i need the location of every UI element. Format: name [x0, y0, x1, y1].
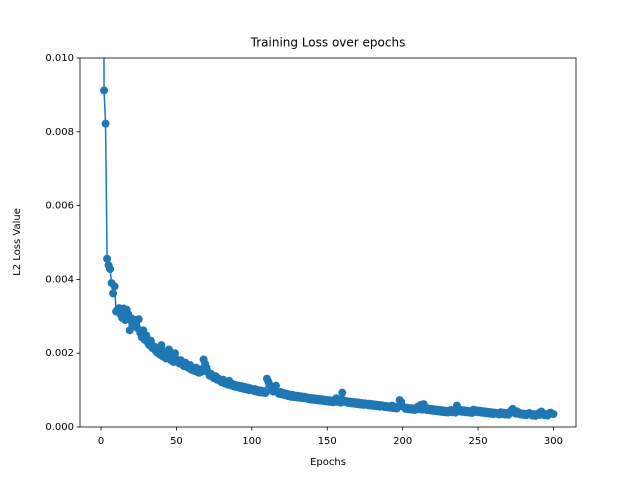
- x-tick-label: 100: [242, 436, 261, 447]
- plot-area: [100, 58, 558, 420]
- loss-marker: [164, 345, 173, 354]
- loss-marker: [110, 282, 119, 291]
- x-tick-label: 50: [170, 436, 183, 447]
- loss-marker: [106, 265, 115, 274]
- loss-marker: [121, 315, 130, 324]
- x-axis-label: Epochs: [310, 457, 346, 468]
- x-tick-label: 300: [544, 436, 563, 447]
- y-tick-label: 0.006: [45, 201, 74, 212]
- loss-marker: [134, 315, 143, 324]
- loss-marker: [261, 389, 270, 398]
- y-tick-label: 0.002: [45, 348, 74, 359]
- loss-marker: [101, 119, 110, 128]
- loss-marker: [338, 388, 347, 397]
- loss-marker: [103, 254, 112, 263]
- loss-marker: [100, 86, 109, 95]
- loss-marker: [271, 381, 280, 390]
- loss-marker: [549, 410, 558, 419]
- loss-marker: [142, 331, 151, 340]
- loss-marker: [157, 341, 166, 350]
- axes-frame: [79, 57, 577, 428]
- y-tick-label: 0.004: [45, 274, 74, 285]
- y-tick-label: 0.000: [45, 422, 74, 433]
- chart-title: Training Loss over epochs: [250, 36, 406, 50]
- x-tick-label: 200: [393, 436, 412, 447]
- x-tick-label: 250: [469, 436, 488, 447]
- x-tick-label: 150: [318, 436, 337, 447]
- x-tick-label: 0: [98, 436, 104, 447]
- y-tick-label: 0.008: [45, 127, 74, 138]
- loss-marker: [109, 289, 118, 298]
- y-tick-label: 0.010: [45, 53, 74, 64]
- y-axis-label: L2 Loss Value: [12, 208, 23, 276]
